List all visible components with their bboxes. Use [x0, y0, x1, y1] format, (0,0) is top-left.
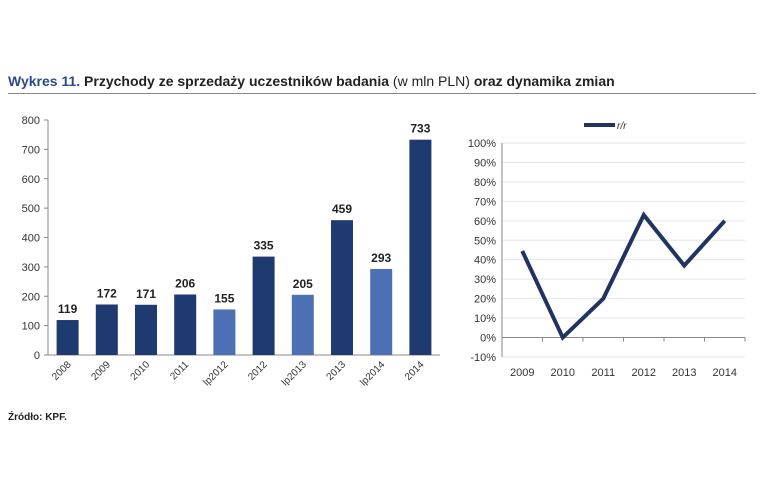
title-unit: (w mln PLN) [392, 73, 470, 89]
bar [135, 304, 157, 355]
title-prefix: Wykres 11. [8, 73, 81, 89]
title-suffix: oraz dynamika zmian [473, 73, 615, 89]
bar-x-tick-label: 2014 [403, 359, 427, 383]
bar-x-tick-label: lp2013 [280, 359, 309, 388]
bar-x-tick-label: 2013 [325, 359, 349, 383]
bar [56, 320, 79, 355]
bar-y-tick-label: 700 [22, 144, 40, 156]
line-x-tick-label: 2014 [713, 367, 737, 379]
bar-y-tick-label: 400 [22, 233, 40, 245]
bar-value-label: 205 [293, 277, 313, 291]
bar-value-label: 733 [410, 122, 430, 136]
line-y-tick-label: 90% [474, 157, 496, 169]
bar-x-tick-label: 2009 [89, 359, 113, 383]
line-y-tick-label: -10% [470, 352, 496, 364]
bar-x-tick-label: 2011 [168, 359, 191, 382]
line-x-tick-label: 2010 [551, 367, 575, 379]
line-y-tick-label: 10% [474, 313, 496, 325]
chart-title: Wykres 11. Przychody ze sprzedaży uczest… [8, 73, 615, 89]
bar-value-label: 155 [214, 291, 234, 305]
line-series-r-r [520, 211, 727, 341]
title-main: Przychody ze sprzedaży uczestników badan… [84, 73, 390, 89]
bar-y-tick-label: 200 [22, 291, 40, 303]
line-y-tick-label: 60% [474, 216, 496, 228]
bar-y-tick-label: 100 [22, 321, 40, 333]
bar-x-tick-label: 2008 [50, 359, 74, 383]
bar-y-tick-label: 500 [22, 203, 40, 215]
bar-y-tick-label: 800 [22, 115, 40, 127]
line-y-tick-label: 0% [480, 333, 496, 345]
line-x-tick-label: 2012 [632, 367, 656, 379]
bar-x-tick-label: lp2012 [202, 359, 231, 388]
bar-value-label: 459 [332, 202, 352, 216]
line-x-tick-label: 2013 [672, 367, 696, 379]
bar-value-label: 293 [371, 251, 391, 265]
line-y-tick-label: 100% [468, 138, 496, 150]
bar-y-tick-label: 300 [22, 262, 40, 274]
line-y-tick-label: 80% [474, 177, 496, 189]
bar-y-tick-label: 600 [22, 174, 40, 186]
bar-value-label: 206 [175, 276, 195, 290]
legend-label: r/r [617, 121, 627, 132]
title-divider [8, 93, 756, 94]
bar-value-label: 335 [254, 239, 274, 253]
line-y-tick-label: 70% [474, 196, 496, 208]
bar [409, 139, 432, 355]
line-x-tick-label: 2011 [591, 367, 615, 379]
bar-value-label: 172 [97, 286, 117, 300]
bar-x-tick-label: lp2014 [358, 359, 387, 388]
line-x-tick-label: 2009 [510, 367, 534, 379]
bar [95, 304, 118, 355]
bar [370, 268, 393, 355]
line-y-tick-label: 50% [474, 235, 496, 247]
bar [213, 309, 236, 355]
bar-y-tick-label: 0 [34, 350, 40, 362]
bar-value-label: 119 [58, 302, 78, 316]
line-y-tick-label: 30% [474, 274, 496, 286]
bar [252, 256, 275, 355]
bar-x-tick-label: 2012 [246, 359, 270, 383]
bar-value-label: 171 [136, 287, 156, 301]
source-note: Źródło: KPF. [8, 412, 67, 423]
bar [174, 294, 197, 355]
line-y-tick-label: 40% [474, 255, 496, 267]
bar [331, 220, 353, 355]
bar [291, 294, 314, 355]
line-y-tick-label: 20% [474, 294, 496, 306]
bar-x-tick-label: 2010 [129, 359, 153, 383]
